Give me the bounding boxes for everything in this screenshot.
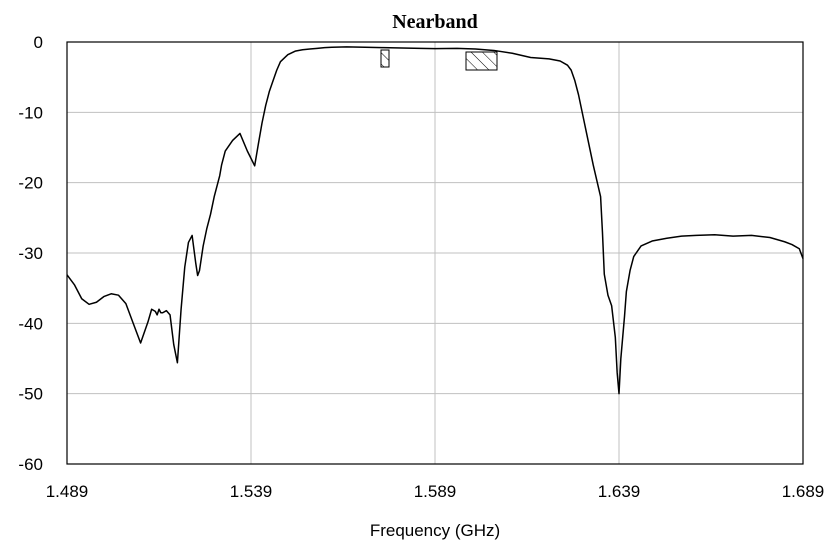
series-layer bbox=[66, 46, 804, 395]
plot-frame bbox=[66, 41, 804, 465]
x-tick-label: 1.589 bbox=[414, 482, 457, 501]
grid-lines bbox=[67, 42, 803, 464]
x-tick-label: 1.539 bbox=[230, 482, 273, 501]
x-axis-label: Frequency (GHz) bbox=[370, 521, 500, 540]
x-tick-label: 1.689 bbox=[782, 482, 825, 501]
y-tick-label: -10 bbox=[18, 103, 43, 122]
spec-marker-wide bbox=[465, 51, 498, 71]
series-line bbox=[66, 46, 804, 395]
y-tick-label: -30 bbox=[18, 244, 43, 263]
y-tick-label: -50 bbox=[18, 385, 43, 404]
y-tick-label: -60 bbox=[18, 455, 43, 474]
chart-title: Nearband bbox=[392, 11, 478, 33]
y-tick-labels: 0 -10 -20 -30 -40 -50 -60 bbox=[18, 33, 43, 474]
y-tick-label: 0 bbox=[34, 33, 43, 52]
x-tick-label: 1.489 bbox=[46, 482, 89, 501]
x-tick-label: 1.639 bbox=[598, 482, 641, 501]
y-tick-label: -40 bbox=[18, 314, 43, 333]
spec-markers bbox=[380, 49, 498, 71]
x-tick-labels: 1.489 1.539 1.589 1.639 1.689 bbox=[46, 482, 825, 501]
spec-marker-narrow bbox=[380, 49, 390, 68]
y-tick-label: -20 bbox=[18, 174, 43, 193]
